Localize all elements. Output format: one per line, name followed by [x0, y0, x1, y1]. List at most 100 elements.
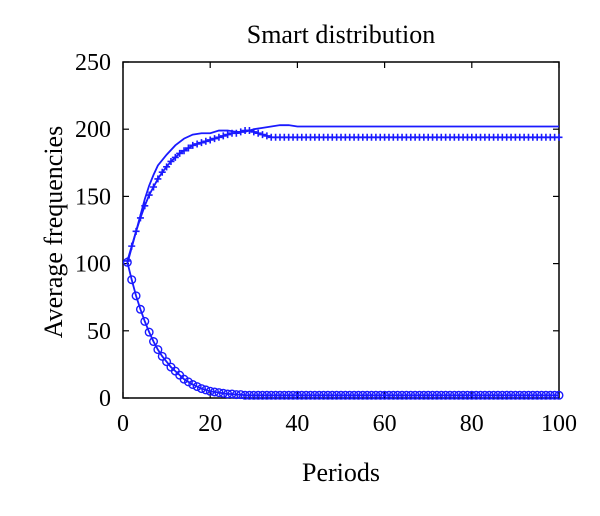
- series-3-circle-marker: [510, 390, 520, 400]
- series-3-circle-marker: [541, 390, 551, 400]
- series-3-circle-marker: [550, 390, 560, 400]
- series-3-circle-marker: [249, 390, 259, 400]
- y-tick-label: 100: [75, 252, 111, 278]
- series-3-circle-marker: [528, 390, 538, 400]
- series-3-circle-marker: [275, 390, 285, 400]
- series-2-plus-marker: [132, 227, 140, 235]
- series-3-circle-marker: [441, 390, 451, 400]
- series-2-plus-marker: [176, 149, 184, 157]
- series-3-circle-marker: [292, 390, 302, 400]
- series-2-plus-marker: [184, 144, 192, 152]
- series-3-circle-marker: [388, 390, 398, 400]
- series-2-plus-marker: [136, 214, 144, 222]
- series-3-circle-marker: [253, 390, 263, 400]
- series-2-plus-marker: [206, 136, 214, 144]
- y-tick-label: 150: [75, 184, 111, 210]
- series-3-circle-marker: [157, 351, 167, 361]
- series-2-plus-marker: [254, 129, 262, 137]
- series-3-circle-marker: [375, 390, 385, 400]
- series-3-circle-marker: [410, 390, 420, 400]
- series-3-circle-marker: [210, 387, 220, 397]
- series-3-circle-marker: [406, 390, 416, 400]
- series-2-plus-marker: [197, 139, 205, 147]
- series-3-circle-marker: [162, 357, 172, 367]
- series-2-plus-marker: [215, 133, 223, 141]
- series-3-circle-marker: [284, 390, 294, 400]
- y-tick-label: 0: [99, 386, 111, 412]
- series-3-circle-marker: [231, 390, 241, 400]
- series-3-circle-marker: [462, 390, 472, 400]
- series-3-circle-marker: [523, 390, 533, 400]
- series-3-circle-marker: [223, 389, 233, 399]
- series-3-circle-marker: [393, 390, 403, 400]
- series-line-3: [126, 262, 559, 397]
- series-3-circle-marker: [419, 390, 429, 400]
- series-3-circle-marker: [480, 390, 490, 400]
- series-2-plus-marker: [180, 147, 188, 155]
- series-3-circle-marker: [327, 390, 337, 400]
- series-3-circle-marker: [244, 390, 254, 400]
- series-3-circle-marker: [144, 327, 154, 337]
- series-3-circle-marker: [445, 390, 455, 400]
- series-3-circle-marker: [384, 390, 394, 400]
- series-3-circle-marker: [349, 390, 359, 400]
- series-3-circle-marker: [362, 390, 372, 400]
- series-2-plus-marker: [219, 132, 227, 140]
- series-3-circle-marker: [258, 390, 268, 400]
- series-2-plus-marker: [128, 242, 136, 250]
- series-2-plus-marker: [202, 137, 210, 145]
- x-tick-label: 40: [285, 411, 309, 437]
- series-2-plus-marker: [555, 133, 563, 141]
- x-tick-label: 80: [460, 411, 484, 437]
- series-3-circle-marker: [414, 390, 424, 400]
- series-3-circle-marker: [380, 390, 390, 400]
- series-2-plus-marker: [189, 141, 197, 149]
- series-3-circle-marker: [489, 390, 499, 400]
- series-3-circle-marker: [340, 390, 350, 400]
- series-3-circle-marker: [493, 390, 503, 400]
- series-3-circle-marker: [131, 291, 141, 301]
- series-3-circle-marker: [288, 390, 298, 400]
- x-tick-label: 20: [198, 411, 222, 437]
- series-3-circle-marker: [428, 390, 438, 400]
- series-2-plus-marker: [224, 131, 232, 139]
- x-tick-label: 0: [117, 411, 129, 437]
- series-3-circle-marker: [476, 390, 486, 400]
- series-3-circle-marker: [236, 390, 246, 400]
- series-2-plus-marker: [245, 127, 253, 135]
- series-2-plus-marker: [259, 131, 267, 139]
- series-2-plus-marker: [232, 129, 240, 137]
- series-3-circle-marker: [502, 390, 512, 400]
- series-3-circle-marker: [319, 390, 329, 400]
- series-3-circle-marker: [205, 386, 215, 396]
- series-2-plus-marker: [263, 132, 271, 140]
- series-3-circle-marker: [336, 390, 346, 400]
- series-3-circle-marker: [305, 390, 315, 400]
- y-tick-label: 250: [75, 50, 111, 76]
- series-3-circle-marker: [297, 390, 307, 400]
- series-3-circle-marker: [279, 390, 289, 400]
- series-2-plus-marker: [163, 163, 171, 171]
- series-2-plus-marker: [154, 175, 162, 183]
- series-3-circle-marker: [323, 390, 333, 400]
- series-3-circle-marker: [192, 382, 202, 392]
- series-3-circle-marker: [353, 390, 363, 400]
- series-2-plus-marker: [145, 191, 153, 199]
- series-3-circle-marker: [153, 345, 163, 355]
- series-3-circle-marker: [332, 390, 342, 400]
- series-3-circle-marker: [449, 390, 459, 400]
- series-3-circle-marker: [436, 390, 446, 400]
- series-2-plus-marker: [211, 135, 219, 143]
- series-3-circle-marker: [271, 390, 281, 400]
- series-3-circle-marker: [467, 390, 477, 400]
- series-3-circle-marker: [127, 275, 137, 285]
- series-2-plus-marker: [150, 183, 158, 191]
- series-3-circle-marker: [345, 390, 355, 400]
- series-3-circle-marker: [262, 390, 272, 400]
- chart-title: Smart distribution: [246, 20, 436, 49]
- x-axis-label: Periods: [302, 458, 380, 487]
- series-3-circle-marker: [240, 390, 250, 400]
- series-3-circle-marker: [301, 390, 311, 400]
